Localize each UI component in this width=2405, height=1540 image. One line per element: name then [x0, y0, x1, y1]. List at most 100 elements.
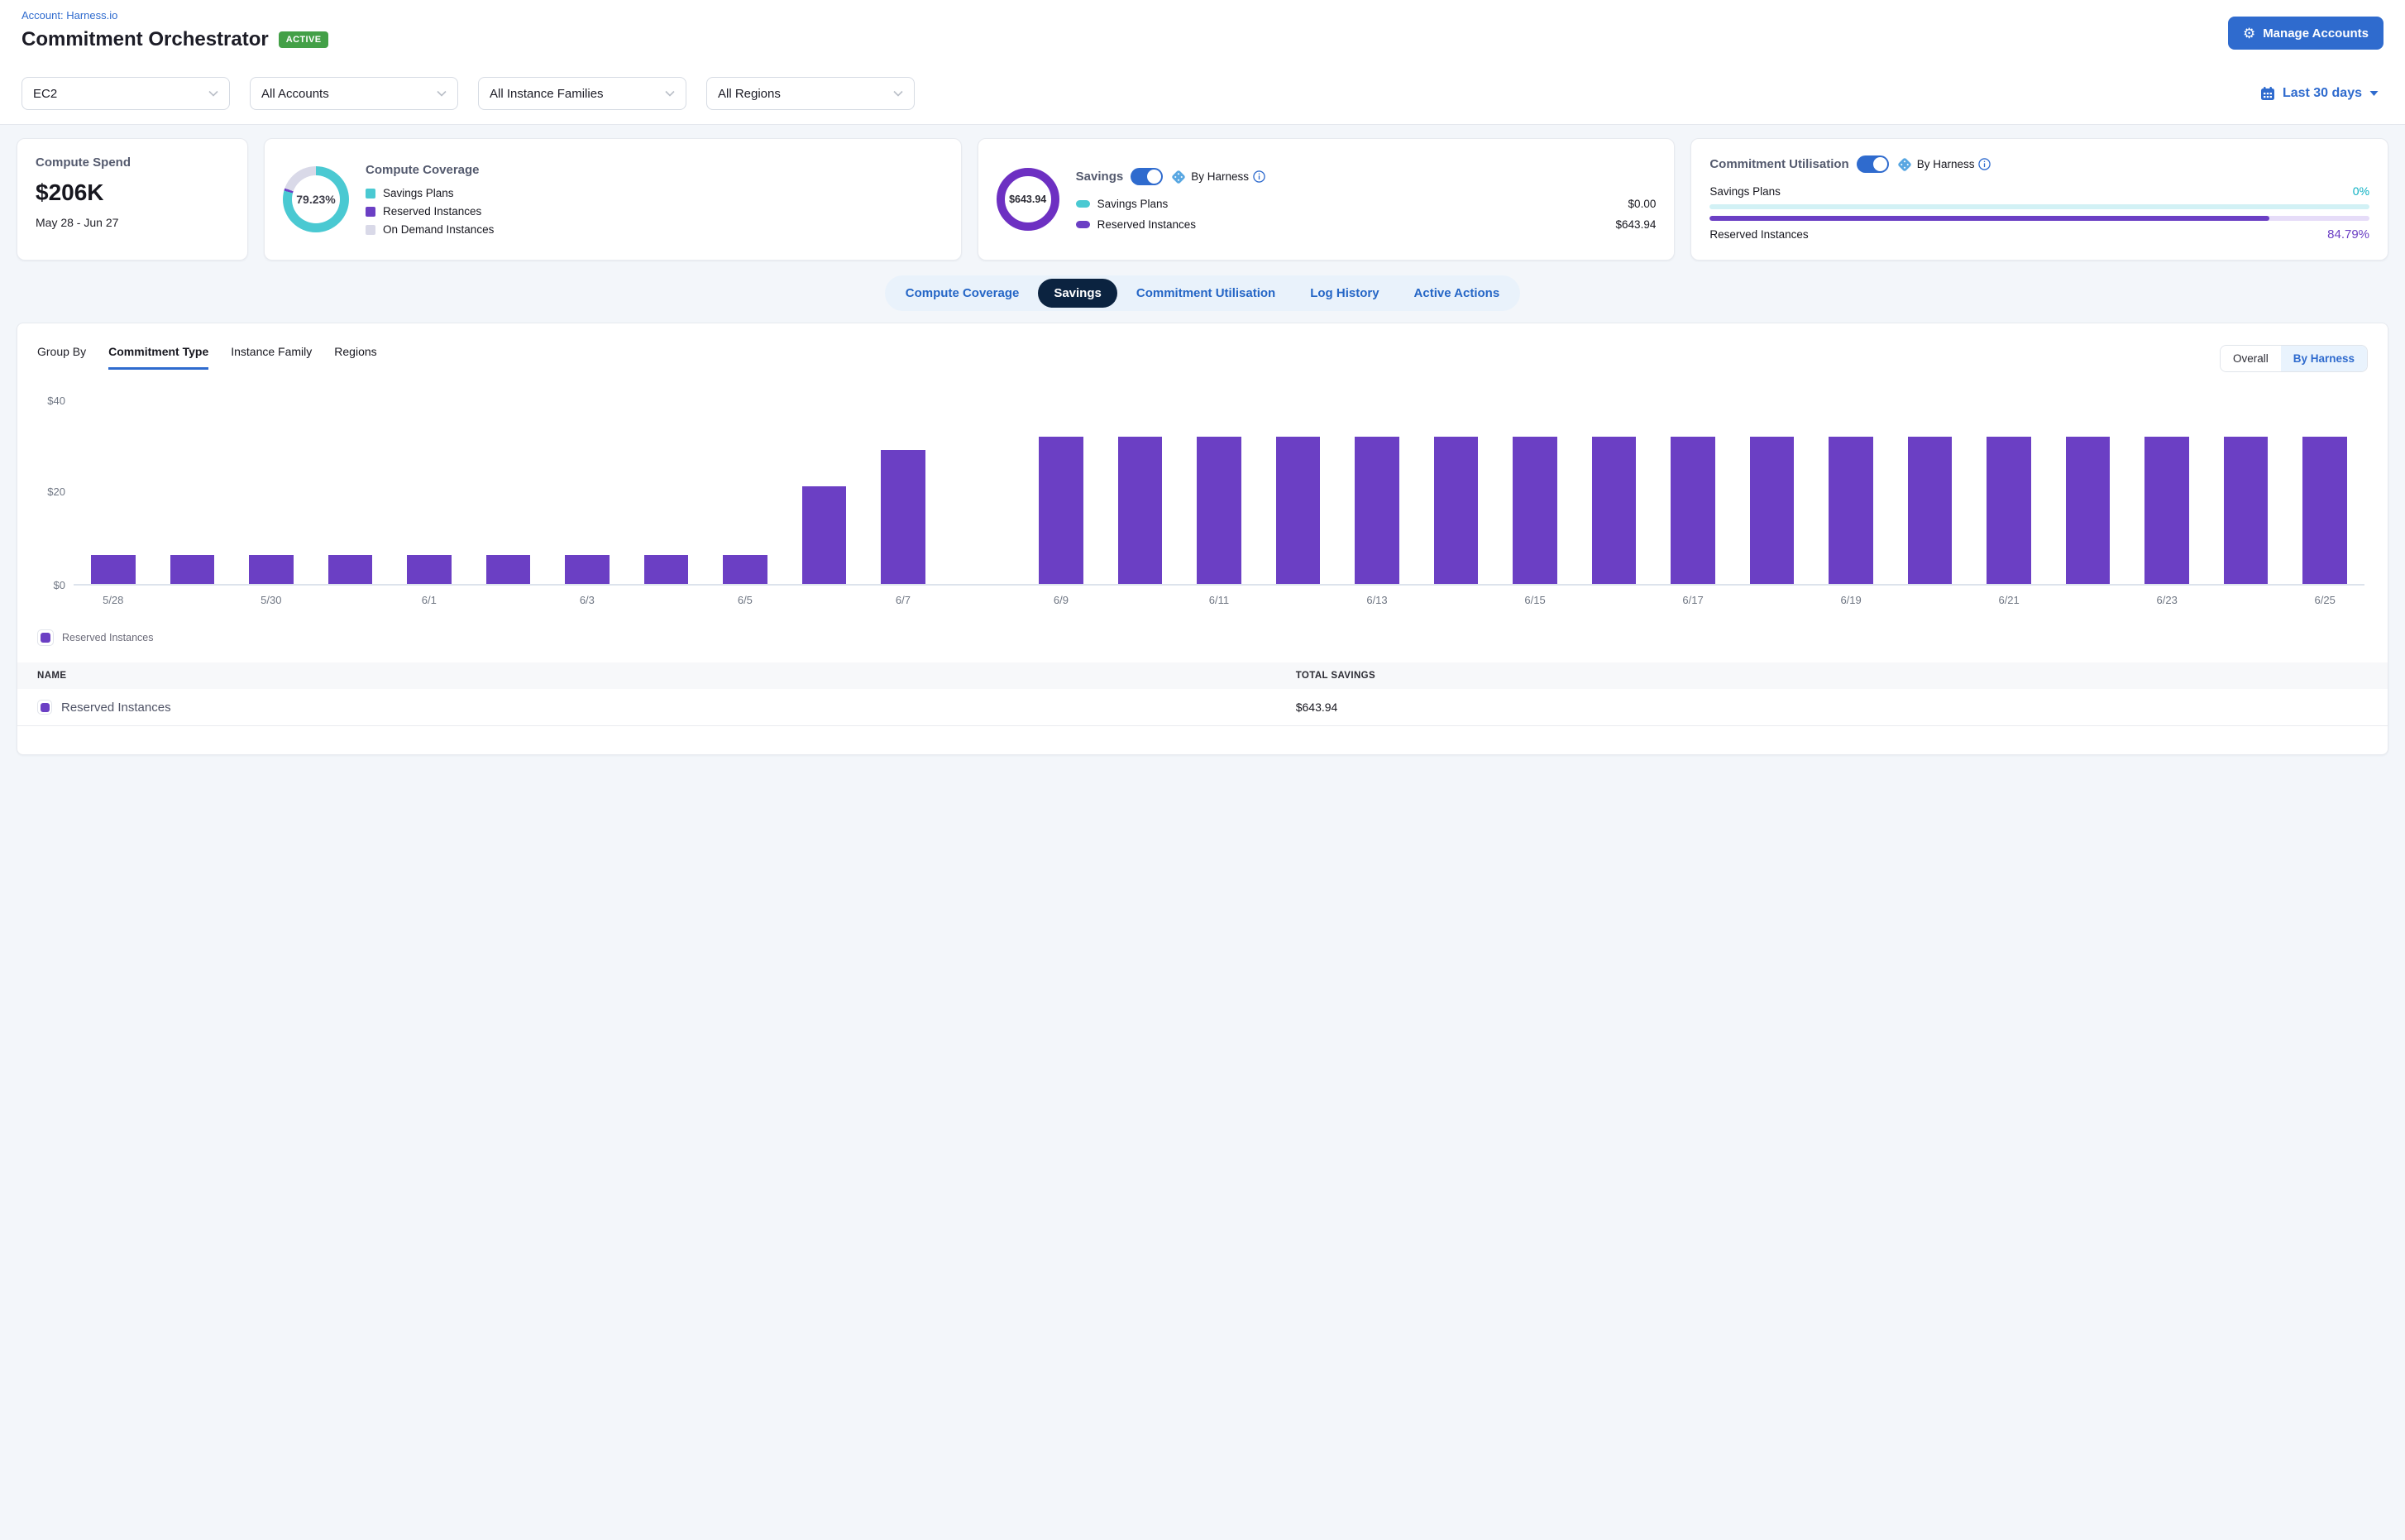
- x-tick-label: [2049, 594, 2128, 606]
- coverage-legend-label: Savings Plans: [383, 187, 454, 199]
- compute-spend-card: Compute Spend $206K May 28 - Jun 27: [17, 138, 248, 261]
- savings-legend-label: Savings Plans: [1097, 198, 1169, 210]
- savings-by-harness-toggle[interactable]: [1131, 168, 1164, 185]
- chart-bar-5-28: [91, 555, 136, 584]
- table-header-total-savings: TOTAL SAVINGS: [1295, 671, 1376, 681]
- account-link[interactable]: Account: Harness.io: [22, 9, 118, 22]
- instance-families-select[interactable]: All Instance Families: [478, 77, 686, 110]
- x-tick-label: 6/7: [895, 594, 911, 606]
- chart-bar-slot: [1891, 400, 1970, 584]
- coverage-legend-label: On Demand Instances: [383, 223, 495, 236]
- chart-bar-6-1: [407, 555, 452, 584]
- x-tick-label: 6/3: [579, 594, 595, 606]
- chevron-down-icon: [437, 90, 447, 97]
- savings-bar-chart: $0 $20 $40 5/28 5/30 6/1 6/3 6/5 6/7 6/9 6/11 6/13…: [37, 395, 2364, 606]
- tab-commitment-utilisation[interactable]: Commitment Utilisation: [1136, 286, 1276, 300]
- view-overall[interactable]: Overall: [2220, 346, 2281, 371]
- regions-select[interactable]: All Regions: [706, 77, 915, 110]
- chart-bar-slot: [1495, 400, 1575, 584]
- x-tick-label: [1733, 594, 1812, 606]
- group-by-commitment-type[interactable]: Commitment Type: [108, 345, 209, 370]
- savings-legend-row: Savings Plans $0.00: [1075, 198, 1657, 210]
- tab-compute-coverage[interactable]: Compute Coverage: [905, 286, 1020, 300]
- y-tick-label: $40: [47, 395, 65, 407]
- savings-legend-value: $643.94: [1615, 218, 1657, 231]
- chart-bar-6-20: [1907, 437, 1953, 584]
- x-tick-label: 5/28: [103, 594, 124, 606]
- info-icon[interactable]: [1253, 170, 1265, 183]
- chart-bar-slot: [390, 400, 469, 584]
- compute-coverage-title: Compute Coverage: [366, 163, 480, 177]
- savings-panel: Group By Commitment Type Instance Family R…: [17, 323, 2388, 755]
- chevron-down-icon: [665, 90, 675, 97]
- tab-active-actions[interactable]: Active Actions: [1413, 286, 1500, 300]
- chart-bar-6-10: [1117, 437, 1163, 584]
- y-tick-label: $20: [47, 485, 65, 498]
- commitment-utilisation-card: Commitment Utilisation By H: [1690, 138, 2389, 261]
- filter-bar: EC2 All Accounts All Instance Families A…: [0, 63, 2405, 125]
- x-tick-label: 6/1: [421, 594, 437, 606]
- tab-log-history[interactable]: Log History: [1310, 286, 1379, 300]
- service-select[interactable]: EC2: [22, 77, 230, 110]
- chart-bar-6-13: [1355, 437, 1399, 584]
- utilisation-percent: 0%: [2352, 184, 2370, 198]
- calendar-icon: [2260, 87, 2274, 100]
- chart-bar-5-30: [249, 555, 294, 584]
- accounts-select[interactable]: All Accounts: [250, 77, 458, 110]
- regions-select-value: All Regions: [718, 86, 781, 101]
- manage-accounts-button[interactable]: ⚙ Manage Accounts: [2227, 17, 2383, 50]
- chart-bar-6-24: [2223, 437, 2269, 584]
- compute-coverage-card: 79.23% Compute Coverage Savings Plans Res…: [264, 138, 962, 261]
- date-range-picker[interactable]: Last 30 days: [2255, 85, 2383, 102]
- table-header: NAME TOTAL SAVINGS: [17, 662, 2388, 689]
- utilisation-label: Savings Plans: [1709, 185, 1781, 198]
- view-by-harness[interactable]: By Harness: [2280, 346, 2367, 371]
- harness-logo-icon: [1897, 157, 1911, 171]
- chart-bar-slot: [2049, 400, 2128, 584]
- group-by-bar: Group By Commitment Type Instance Family R…: [37, 345, 377, 370]
- coverage-legend-label: Reserved Instances: [383, 205, 482, 218]
- x-tick-label: 6/25: [2314, 594, 2336, 606]
- chart-bar-6-6: [801, 486, 847, 584]
- caret-down-icon: [2369, 91, 2379, 96]
- group-by-regions[interactable]: Regions: [334, 345, 377, 358]
- chart-bar-6-21: [1987, 437, 2031, 584]
- info-icon[interactable]: [1978, 158, 1991, 170]
- x-tick-label: 6/9: [1053, 594, 1069, 606]
- commitment-utilisation-title: Commitment Utilisation: [1709, 157, 1849, 171]
- table-row: Reserved Instances $643.94: [17, 689, 2388, 726]
- chart-bar-slot: [1179, 400, 1259, 584]
- chart-legend-label: Reserved Instances: [62, 632, 154, 643]
- table-cell-name: Reserved Instances: [37, 700, 1296, 715]
- x-tick-label: 6/13: [1366, 594, 1388, 606]
- chart-bar-slot: [863, 400, 943, 584]
- savings-legend-value: $0.00: [1628, 198, 1657, 210]
- chart-bar-6-16: [1591, 437, 1637, 584]
- compute-spend-value: $206K: [36, 179, 104, 205]
- x-tick-label: [1575, 594, 1654, 606]
- utilisation-by-harness-label: By Harness: [1916, 158, 1975, 170]
- table-cell-total-savings: $643.94: [1295, 701, 1338, 714]
- chart-legend-item[interactable]: [37, 629, 54, 646]
- chart-bar-slot: [74, 400, 153, 584]
- x-tick-label: [469, 594, 548, 606]
- chart-bar-slot: [311, 400, 390, 584]
- utilisation-by-harness-toggle[interactable]: [1856, 155, 1889, 173]
- overall-by-harness-toggle: Overall By Harness: [2219, 345, 2368, 372]
- group-by-instance-family[interactable]: Instance Family: [231, 345, 313, 358]
- row-swatch: [37, 700, 52, 715]
- main-content: Compute Spend $206K May 28 - Jun 27 79.2…: [0, 125, 2405, 775]
- compute-coverage-percent: 79.23%: [292, 175, 340, 223]
- manage-accounts-label: Manage Accounts: [2263, 26, 2369, 41]
- x-tick-label: 6/21: [1998, 594, 2020, 606]
- chart-bar-slot: [2127, 400, 2207, 584]
- tab-savings[interactable]: Savings: [1038, 279, 1117, 308]
- reserved-instances-progress-bar: [1709, 216, 2370, 221]
- chart-bar-6-25: [2302, 437, 2347, 584]
- x-tick-label: [1891, 594, 1970, 606]
- chart-bar-6-7: [881, 450, 925, 584]
- chart-bar-slot: [1653, 400, 1733, 584]
- x-tick-label: [785, 594, 864, 606]
- chart-bar-6-11: [1197, 437, 1241, 584]
- utilisation-label: Reserved Instances: [1709, 228, 1809, 241]
